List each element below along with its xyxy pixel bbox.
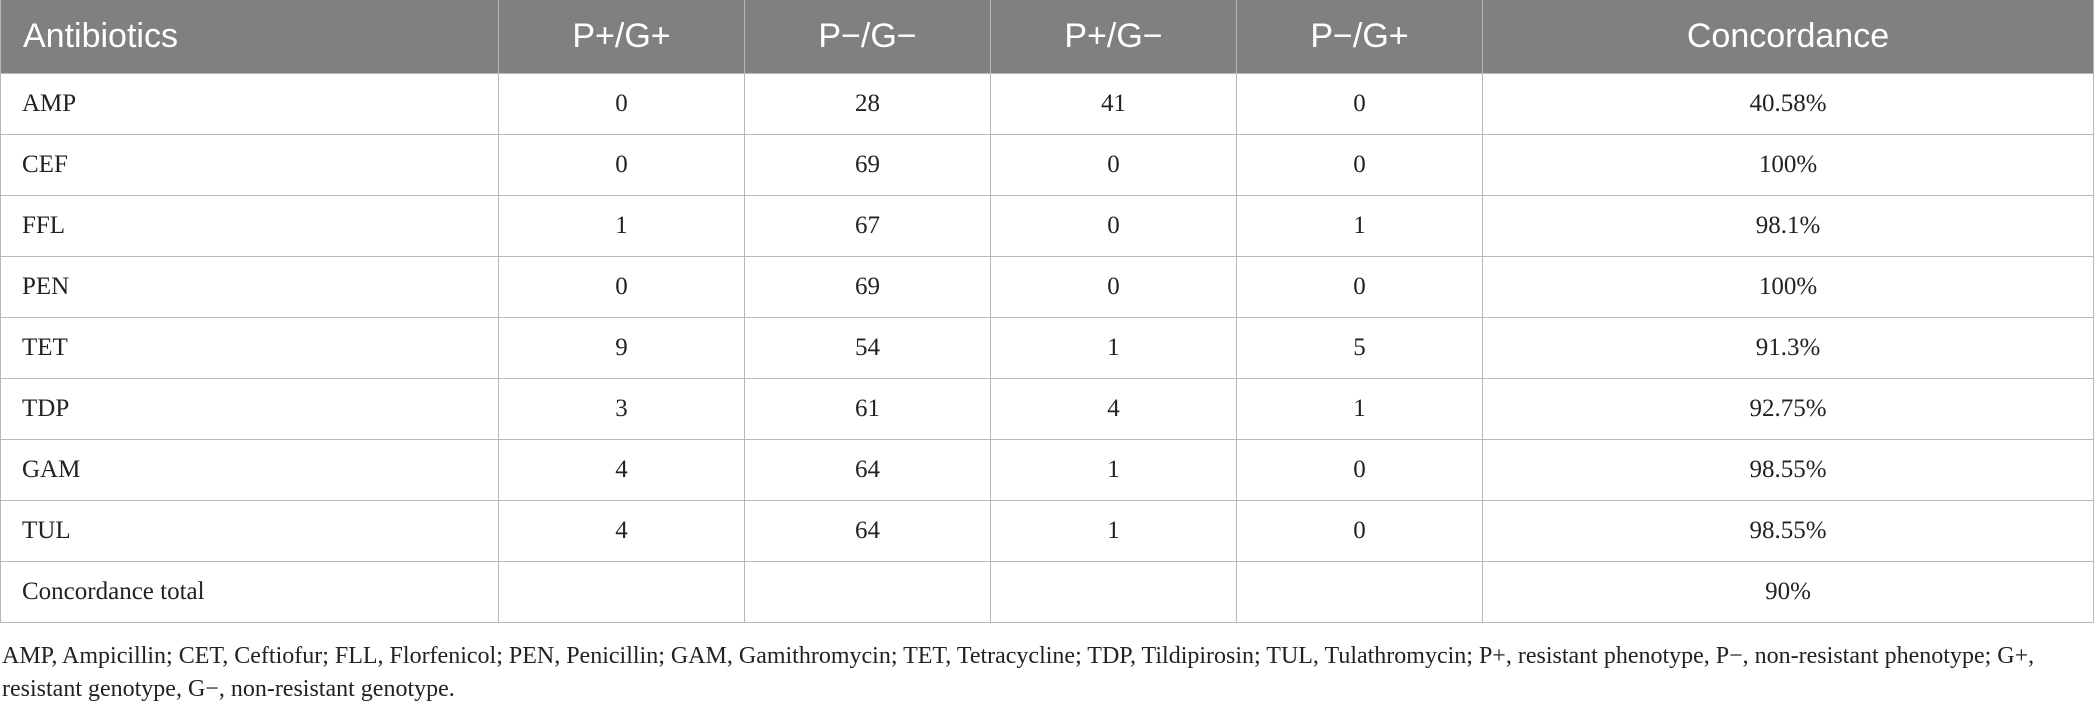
cell-value: 69 — [744, 134, 991, 196]
table-footnote: AMP, Ampicillin; CET, Ceftiofur; FLL, Fl… — [2, 643, 2035, 702]
cell-concordance-total: 90% — [1482, 561, 2094, 623]
cell-total-label: Concordance total — [0, 561, 499, 623]
table-header: Antibiotics P+/G+ P−/G− P+/G− P−/G+ Conc… — [0, 0, 2094, 74]
table-row: TDP 3 61 4 1 92.75% — [0, 378, 2094, 440]
cell-concordance: 100% — [1482, 256, 2094, 318]
table-row: AMP 0 28 41 0 40.58% — [0, 73, 2094, 135]
cell-value: 0 — [990, 134, 1237, 196]
cell-antibiotic: AMP — [0, 73, 499, 135]
cell-value — [498, 561, 745, 623]
cell-concordance: 40.58% — [1482, 73, 2094, 135]
table-row: PEN 0 69 0 0 100% — [0, 256, 2094, 318]
cell-value: 0 — [498, 134, 745, 196]
cell-value: 1 — [990, 439, 1237, 501]
header-p-minus-g-minus: P−/G− — [744, 0, 991, 74]
cell-value: 0 — [498, 256, 745, 318]
cell-value: 69 — [744, 256, 991, 318]
cell-value: 1 — [990, 317, 1237, 379]
table-row: GAM 4 64 1 0 98.55% — [0, 439, 2094, 501]
cell-value: 64 — [744, 500, 991, 562]
cell-value: 9 — [498, 317, 745, 379]
cell-value: 4 — [498, 439, 745, 501]
cell-concordance: 98.55% — [1482, 500, 2094, 562]
cell-concordance: 92.75% — [1482, 378, 2094, 440]
cell-value: 1 — [990, 500, 1237, 562]
cell-value: 4 — [498, 500, 745, 562]
cell-antibiotic: GAM — [0, 439, 499, 501]
table-row: TUL 4 64 1 0 98.55% — [0, 500, 2094, 562]
cell-concordance: 91.3% — [1482, 317, 2094, 379]
cell-antibiotic: PEN — [0, 256, 499, 318]
cell-antibiotic: TDP — [0, 378, 499, 440]
table-container: Antibiotics P+/G+ P−/G− P+/G− P−/G+ Conc… — [0, 0, 2094, 623]
cell-value: 61 — [744, 378, 991, 440]
cell-value: 1 — [1236, 378, 1483, 440]
cell-concordance: 100% — [1482, 134, 2094, 196]
cell-value: 0 — [1236, 134, 1483, 196]
cell-value: 5 — [1236, 317, 1483, 379]
table-body: AMP 0 28 41 0 40.58% CEF 0 69 0 0 100% F… — [0, 73, 2094, 623]
cell-value: 67 — [744, 195, 991, 257]
header-concordance: Concordance — [1482, 0, 2094, 74]
cell-value: 0 — [1236, 256, 1483, 318]
cell-value: 3 — [498, 378, 745, 440]
header-row: Antibiotics P+/G+ P−/G− P+/G− P−/G+ Conc… — [0, 0, 2094, 74]
cell-value: 41 — [990, 73, 1237, 135]
cell-value: 54 — [744, 317, 991, 379]
header-antibiotics: Antibiotics — [0, 0, 499, 74]
table-row-total: Concordance total 90% — [0, 561, 2094, 623]
cell-value: 1 — [498, 195, 745, 257]
cell-value — [1236, 561, 1483, 623]
cell-value: 4 — [990, 378, 1237, 440]
cell-antibiotic: TET — [0, 317, 499, 379]
cell-value — [744, 561, 991, 623]
cell-value: 0 — [1236, 500, 1483, 562]
cell-value — [990, 561, 1237, 623]
table-row: CEF 0 69 0 0 100% — [0, 134, 2094, 196]
cell-value: 0 — [498, 73, 745, 135]
cell-antibiotic: FFL — [0, 195, 499, 257]
header-p-plus-g-minus: P+/G− — [990, 0, 1237, 74]
cell-antibiotic: CEF — [0, 134, 499, 196]
concordance-table: Antibiotics P+/G+ P−/G− P+/G− P−/G+ Conc… — [0, 0, 2094, 623]
cell-value: 0 — [1236, 73, 1483, 135]
header-p-minus-g-plus: P−/G+ — [1236, 0, 1483, 74]
header-p-plus-g-plus: P+/G+ — [498, 0, 745, 74]
cell-concordance: 98.1% — [1482, 195, 2094, 257]
cell-value: 0 — [1236, 439, 1483, 501]
cell-value: 0 — [990, 195, 1237, 257]
cell-value: 28 — [744, 73, 991, 135]
table-row: TET 9 54 1 5 91.3% — [0, 317, 2094, 379]
cell-value: 1 — [1236, 195, 1483, 257]
cell-value: 0 — [990, 256, 1237, 318]
cell-value: 64 — [744, 439, 991, 501]
cell-concordance: 98.55% — [1482, 439, 2094, 501]
cell-antibiotic: TUL — [0, 500, 499, 562]
table-row: FFL 1 67 0 1 98.1% — [0, 195, 2094, 257]
